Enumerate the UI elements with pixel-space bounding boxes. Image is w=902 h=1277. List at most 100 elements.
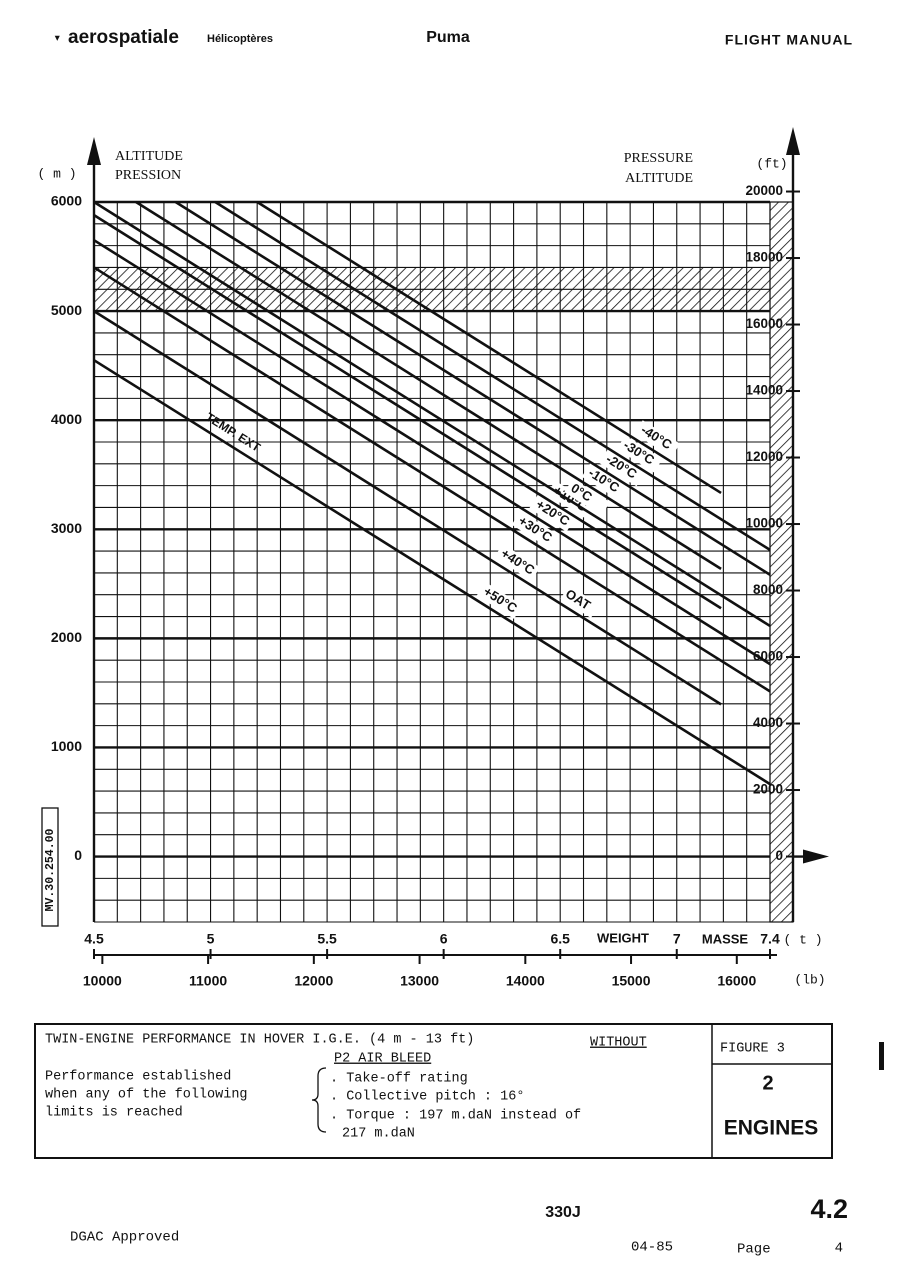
y-tick-label: 1000: [51, 738, 82, 754]
y-tick-label: 3000: [51, 520, 82, 536]
x2-tick-label: 12000: [294, 973, 333, 989]
figure-label: FIGURE 3: [720, 1042, 785, 1057]
y-unit: ( m ): [37, 166, 76, 181]
caption-frame: [34, 1023, 833, 1159]
section: 4.2: [810, 1194, 848, 1224]
temperature-curve: [174, 200, 771, 576]
y2-tick-label: 12000: [745, 449, 783, 464]
curve-label-bg: [581, 463, 628, 501]
engines-count: 2: [762, 1072, 773, 1094]
brace: [311, 1067, 327, 1133]
aircraft: Puma: [426, 29, 470, 46]
y2-tick-label: 2000: [753, 782, 783, 797]
curve-label-bg: [616, 435, 663, 473]
curve-label-bg: [529, 494, 576, 532]
caption-condition: when any of the following: [45, 1088, 248, 1103]
temperature-curve: [93, 359, 771, 786]
y-tick-label: 2000: [51, 629, 82, 645]
x-tick-label: 7.4: [760, 931, 780, 947]
page-label: Page: [737, 1242, 771, 1258]
y2-tick-label: 4000: [753, 715, 783, 730]
x2-tick-label: 10000: [83, 973, 122, 989]
x-label: WEIGHT: [597, 930, 649, 945]
y-label: ALTITUDE: [115, 149, 183, 164]
temperature-curve: [135, 200, 722, 570]
y-tick-label: 6000: [51, 193, 82, 209]
x-tick-label: 7: [673, 931, 681, 947]
y2-label: ALTITUDE: [625, 171, 693, 186]
y2-tick-label: 0: [775, 848, 783, 863]
y2-tick-label: 14000: [745, 383, 783, 398]
temperature-curve: [93, 309, 722, 706]
brand: aerospatiale: [68, 27, 179, 48]
x-zero-arrow: [803, 849, 829, 864]
page-number: 4: [835, 1241, 843, 1257]
x2-tick-label: 13000: [400, 973, 439, 989]
caption-condition: limits is reached: [45, 1106, 183, 1121]
curve-label-bg: [564, 478, 611, 516]
temperature-curve: [93, 213, 722, 610]
chart: 0 1000 2000 3000 4000 5000 6000 0 2000 4000 6000 80…: [37, 127, 829, 989]
caption-condition: Performance established: [45, 1070, 231, 1085]
engines-label: ENGINES: [724, 1117, 819, 1140]
side-code: MV.30.254.00: [44, 829, 57, 912]
hatched-strip: [769, 201, 794, 923]
caption-underlined: WITHOUT: [590, 1036, 647, 1051]
caption-box: TWIN-ENGINE PERFORMANCE IN HOVER I.G.E. …: [34, 1023, 833, 1159]
x-tick-label: 5.5: [317, 931, 337, 947]
temperature-curve: [93, 266, 771, 693]
caption-limit: . Torque : 197 m.daN instead of: [330, 1109, 581, 1124]
caption-title-line2: P2 AIR BLEED: [334, 1052, 431, 1067]
curve-label-bg: [560, 585, 600, 619]
x2-tick-label: 16000: [717, 973, 756, 989]
y-tick-label: 0: [74, 847, 82, 863]
y2-tick-label: 10000: [745, 516, 783, 531]
x2-tick-label: 15000: [612, 973, 651, 989]
approval: DGAC Approved: [70, 1230, 179, 1246]
manual-title: FLIGHT MANUAL: [725, 32, 853, 48]
y2-tick-label: 8000: [753, 582, 783, 597]
y2-axis-arrow: [786, 127, 800, 155]
curve-label-bg: [476, 581, 523, 619]
x-label-fr: MASSE: [702, 931, 749, 946]
division: Hélicoptères: [207, 33, 273, 45]
caption-limit: . Collective pitch : 16°: [330, 1090, 524, 1105]
x2-tick-label: 11000: [189, 973, 227, 989]
curve-label-bg: [599, 449, 646, 487]
x-tick-label: 5: [207, 931, 215, 947]
x-tick-label: 4.5: [84, 931, 104, 947]
margin-mark: [879, 1042, 884, 1070]
x-tick-label: 6.5: [550, 931, 570, 947]
temperature-curve: [256, 200, 722, 495]
y2-tick-label: 20000: [745, 183, 783, 198]
x-tick-label: 6: [440, 931, 448, 947]
y-tick-label: 4000: [51, 411, 82, 427]
y-label: PRESSION: [115, 168, 181, 183]
y2-unit: (ft): [756, 156, 787, 171]
caption-limit: . Take-off rating: [330, 1072, 468, 1087]
y2-tick-label: 16000: [745, 316, 783, 331]
curve-label-bg: [494, 543, 541, 581]
temperature-curve: [93, 200, 771, 628]
model: 330J: [545, 1204, 581, 1221]
y-axis-arrow: [87, 137, 101, 165]
caption-limit: 217 m.daN: [342, 1127, 415, 1142]
y-tick-label: 5000: [51, 302, 82, 318]
x-unit: ( t ): [783, 932, 822, 947]
x2-tick-label: 14000: [506, 973, 545, 989]
x2-unit: (lb): [794, 972, 825, 987]
side-code-frame: [41, 807, 59, 927]
y2-tick-label: 6000: [753, 649, 783, 664]
curve-label-bg: [511, 511, 558, 549]
temperature-curve: [214, 200, 771, 551]
date: 04-85: [631, 1240, 673, 1256]
caption-title: TWIN-ENGINE PERFORMANCE IN HOVER I.G.E. …: [45, 1033, 474, 1048]
curve-label: +50°C: [481, 584, 521, 616]
y2-label: PRESSURE: [624, 151, 693, 166]
y2-tick-label: 18000: [745, 250, 783, 265]
temperature-curve: [93, 239, 771, 666]
logo-mark: ▾: [54, 32, 60, 42]
